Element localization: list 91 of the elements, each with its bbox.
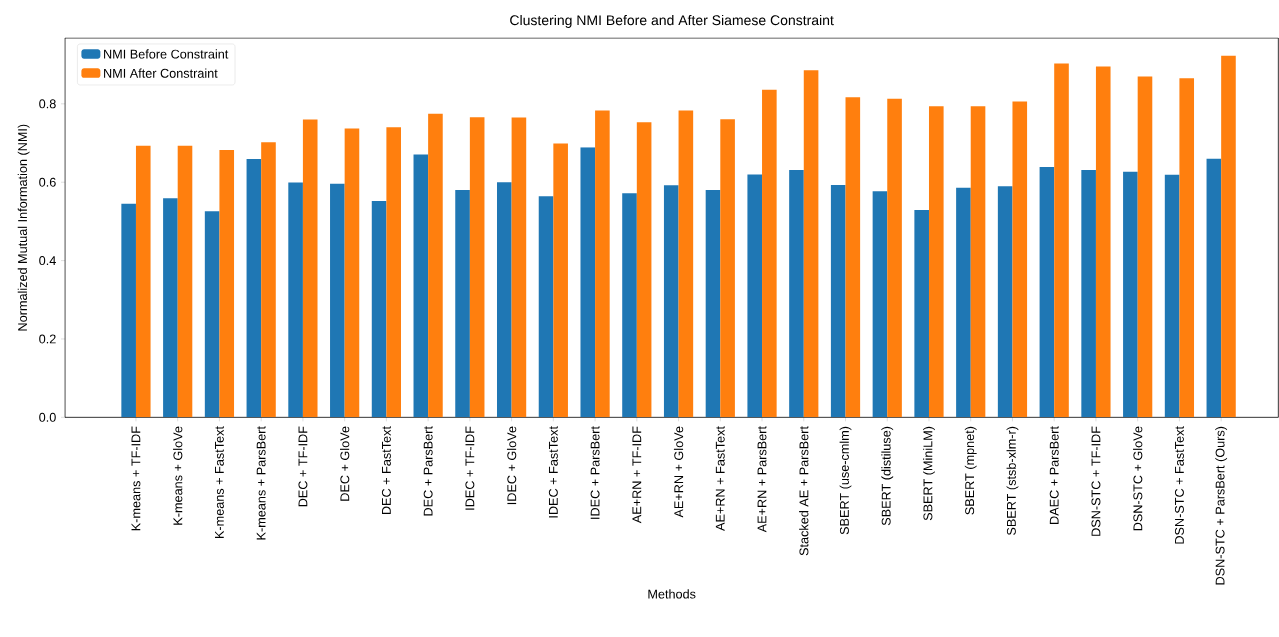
bar xyxy=(1039,166,1055,418)
bar xyxy=(371,201,387,418)
bar xyxy=(914,210,929,418)
bar xyxy=(762,89,777,418)
x-tick-label: DEC + TF-IDF xyxy=(298,426,308,507)
bar xyxy=(288,182,303,418)
bar xyxy=(595,110,610,418)
y-tick-label: 0.6 xyxy=(39,177,56,187)
bar xyxy=(845,97,861,418)
bar xyxy=(413,154,429,418)
x-tick-label: DSN-STC + FastText xyxy=(1174,426,1184,544)
bar xyxy=(1137,76,1153,418)
bar xyxy=(830,184,846,418)
y-tick-label: 0.8 xyxy=(39,99,56,109)
bar xyxy=(1123,171,1138,418)
x-tick-label: DSN-STC + ParsBert (Ours) xyxy=(1215,426,1228,585)
bar xyxy=(663,185,679,418)
bar xyxy=(997,186,1013,418)
bar xyxy=(553,143,568,418)
y-tick-label: 0.2 xyxy=(39,334,56,344)
bar xyxy=(302,119,318,418)
bar xyxy=(720,119,735,418)
x-tick-label: DEC + FastText xyxy=(381,426,391,515)
bar xyxy=(1095,66,1111,418)
bar xyxy=(121,203,136,418)
x-tick-label: IDEC + FastText xyxy=(548,426,558,518)
legend-label: NMI Before Constraint xyxy=(104,49,229,59)
bar xyxy=(872,191,888,418)
bar xyxy=(538,196,554,418)
bar xyxy=(1164,174,1180,418)
bar xyxy=(803,70,819,418)
x-axis-title: Methods xyxy=(648,589,696,599)
bar xyxy=(956,187,971,418)
y-axis-title: Normalized Mutual Information (NMI) xyxy=(17,124,30,331)
bar xyxy=(177,145,193,418)
bar xyxy=(1012,101,1028,418)
bar xyxy=(330,183,345,418)
x-tick-label: SBERT (mpnet) xyxy=(964,426,977,515)
bar xyxy=(622,193,637,418)
x-tick-label: AE+RN + GloVe xyxy=(673,426,684,518)
x-tick-label: AE+RN + ParsBert xyxy=(757,426,767,533)
bar xyxy=(636,122,652,418)
bar xyxy=(1081,170,1096,418)
x-tick-label: SBERT (use-cmlm) xyxy=(839,426,852,535)
bar xyxy=(246,159,262,418)
x-tick-label: K-means + GloVe xyxy=(173,426,183,525)
x-tick-label: IDEC + GloVe xyxy=(506,426,517,505)
bar xyxy=(135,145,151,418)
x-tick-label: IDEC + TF-IDF xyxy=(465,426,475,510)
x-tick-label: DAEC + ParsBert xyxy=(1049,426,1059,524)
bar xyxy=(1221,55,1236,418)
bar xyxy=(705,190,721,418)
x-tick-label: SBERT (distiluse) xyxy=(881,426,894,526)
x-tick-label: IDEC + ParsBert xyxy=(590,426,600,519)
bar xyxy=(970,106,986,418)
bar xyxy=(261,142,276,418)
x-tick-label: DEC + ParsBert xyxy=(423,426,433,516)
bar xyxy=(747,174,763,418)
bar xyxy=(789,170,804,418)
bar xyxy=(580,147,596,418)
bar xyxy=(928,106,944,418)
bar xyxy=(219,150,235,418)
bar xyxy=(204,211,220,418)
chart-title: Clustering NMI Before and After Siamese Constraint xyxy=(510,14,834,28)
bar xyxy=(1179,78,1195,418)
x-tick-label: K-means + TF-IDF xyxy=(131,426,141,531)
bar xyxy=(678,110,694,418)
x-tick-label: DEC + GloVe xyxy=(340,426,350,501)
bar xyxy=(163,198,178,418)
bar xyxy=(1206,158,1222,418)
x-tick-label: AE+RN + TF-IDF xyxy=(632,426,642,524)
x-tick-label: SBERT (MiniLM) xyxy=(923,426,935,521)
bar xyxy=(386,127,401,418)
bar xyxy=(428,113,443,418)
x-tick-label: Stacked AE + ParsBert xyxy=(799,426,809,556)
bar xyxy=(344,128,360,418)
bar xyxy=(455,190,470,418)
bar xyxy=(511,117,527,418)
bar xyxy=(1054,63,1069,418)
x-tick-label: DSN-STC + GloVe xyxy=(1133,426,1143,531)
x-tick-label: K-means + FastText xyxy=(215,426,224,538)
x-tick-label: DSN-STC + TF-IDF xyxy=(1091,426,1101,536)
x-tick-label: SBERT (stsb-xlm-r) xyxy=(1006,426,1019,535)
y-tick-label: 0.4 xyxy=(39,256,56,266)
bar xyxy=(887,98,902,418)
x-tick-label: K-means + ParsBert xyxy=(256,426,266,540)
bar xyxy=(497,182,512,418)
x-tick-label: AE+RN + FastText xyxy=(715,426,725,531)
bar xyxy=(469,117,485,418)
legend-label: NMI After Constraint xyxy=(104,68,218,78)
y-tick-label: 0.0 xyxy=(39,412,56,422)
